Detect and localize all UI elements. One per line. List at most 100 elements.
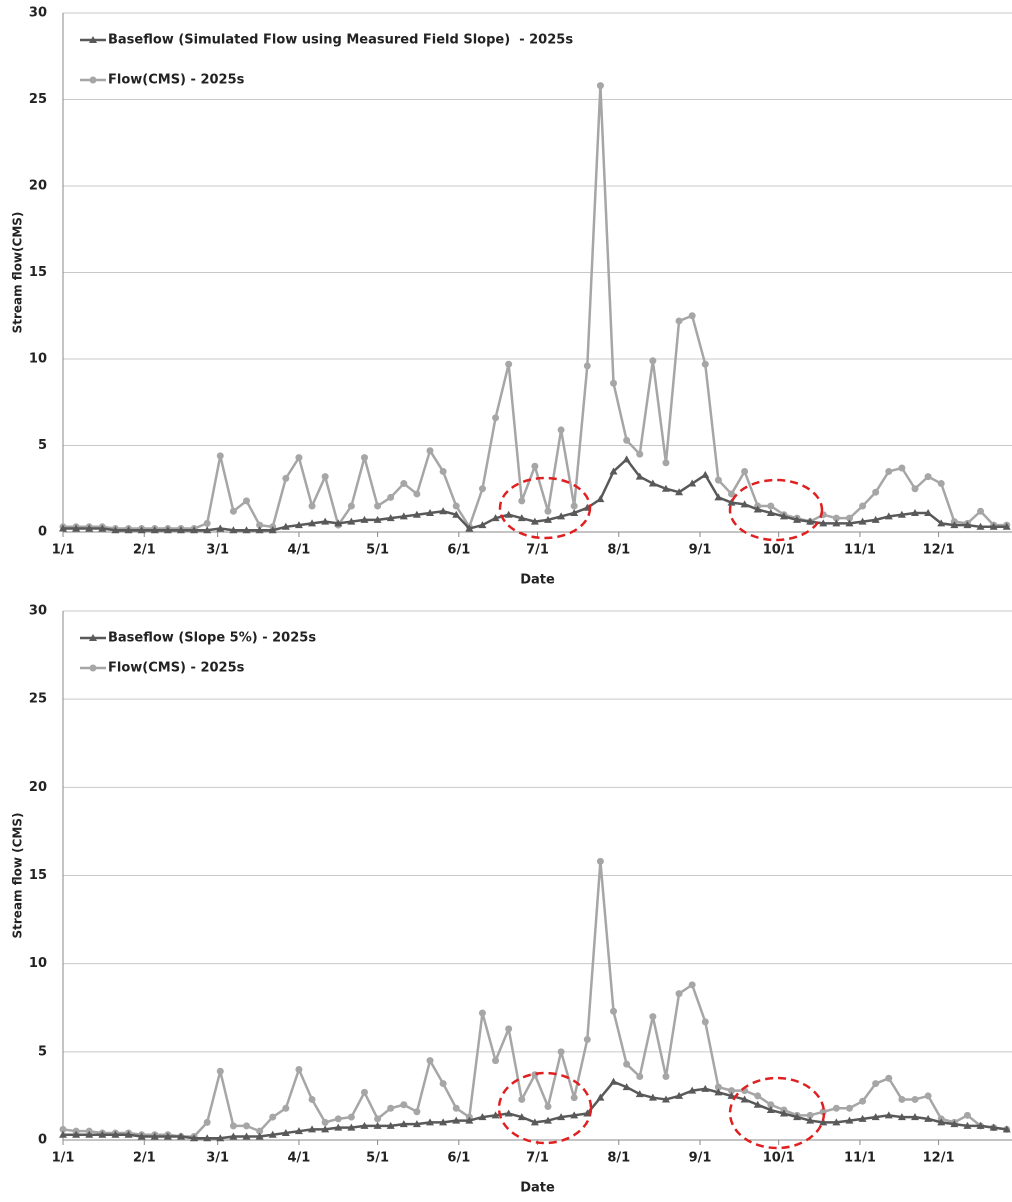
triangle-marker <box>360 515 369 523</box>
triangle-marker <box>268 526 277 534</box>
x-tick-label: 1/1 <box>52 543 75 558</box>
triangle-marker <box>766 508 775 516</box>
triangle-marker <box>268 1130 277 1138</box>
triangle-marker <box>963 521 972 529</box>
triangle-marker <box>609 467 618 475</box>
triangle-marker <box>950 1120 959 1128</box>
triangle-marker <box>98 1130 107 1138</box>
triangle-marker <box>530 517 539 525</box>
triangle-marker <box>216 1134 225 1142</box>
triangle-marker <box>465 524 474 532</box>
circle-marker <box>623 436 631 444</box>
triangle-marker <box>950 521 959 529</box>
x-tick-label: 3/1 <box>206 1151 229 1166</box>
circle-marker <box>59 1125 67 1133</box>
circle-marker <box>885 467 893 475</box>
circle-marker <box>360 1088 368 1096</box>
circle-marker <box>832 1104 840 1112</box>
triangle-marker <box>845 1116 854 1124</box>
circle-marker <box>557 426 565 434</box>
circle-marker <box>400 480 408 488</box>
x-tick-label: 7/1 <box>526 543 549 558</box>
triangle-marker <box>793 1113 802 1121</box>
circle-marker <box>898 464 906 472</box>
circle-marker <box>203 1118 211 1126</box>
circle-marker <box>583 362 591 370</box>
triangle-marker <box>596 1093 605 1101</box>
circle-marker <box>505 360 513 368</box>
x-tick-label: 7/1 <box>526 1151 549 1166</box>
triangle-marker <box>989 1123 998 1131</box>
x-tick-label: 9/1 <box>689 543 712 558</box>
legend-marker <box>89 76 97 84</box>
triangle-marker <box>124 526 133 534</box>
circle-marker <box>924 473 932 481</box>
y-tick-label: 15 <box>29 265 47 280</box>
triangle-marker <box>740 1095 749 1103</box>
circle-marker <box>308 1095 316 1103</box>
plot: 0 5 10 15 20 25 30 1/1 2/1 3/1 4/1 5/1 6/1 7/1 8/1 9/1 1… <box>11 6 1012 588</box>
circle-marker <box>727 1087 735 1095</box>
circle-marker <box>610 1007 618 1015</box>
triangle-marker <box>229 526 238 534</box>
triangle-marker <box>557 1113 566 1121</box>
triangle-marker <box>190 1134 199 1142</box>
triangle-marker <box>347 517 356 525</box>
circle-marker <box>767 1101 775 1109</box>
triangle-marker <box>924 508 933 516</box>
triangle-marker <box>111 1130 120 1138</box>
triangle-marker <box>176 526 185 534</box>
circle-marker <box>334 1115 342 1123</box>
circle-marker <box>544 1102 552 1110</box>
y-axis-label: Stream flow(CMS) <box>11 212 25 334</box>
x-tick-label: 10/1 <box>763 1151 795 1166</box>
triangle-marker <box>426 508 435 516</box>
triangle-marker <box>216 524 225 532</box>
circle-marker <box>360 454 368 462</box>
triangle-marker <box>294 1127 303 1135</box>
triangle-marker <box>832 519 841 527</box>
triangle-marker <box>255 1132 264 1140</box>
legend-label: Flow(CMS) - 2025s <box>108 73 245 88</box>
triangle-marker <box>688 479 697 487</box>
circle-marker <box>557 1048 565 1056</box>
legend-marker <box>89 664 97 672</box>
circle-marker <box>596 857 604 865</box>
legend-marker <box>89 634 97 641</box>
legend-label: Baseflow (Simulated Flow using Measured … <box>108 33 573 48</box>
circle-marker <box>701 1018 709 1026</box>
triangle-marker <box>832 1118 841 1126</box>
circle-marker <box>243 1122 251 1130</box>
triangle-marker <box>517 514 526 522</box>
triangle-marker <box>334 519 343 527</box>
triangle-marker <box>911 1113 920 1121</box>
triangle-marker <box>478 1113 487 1121</box>
triangle-marker <box>779 512 788 520</box>
triangle-marker <box>439 1118 448 1126</box>
triangle-marker <box>203 1134 212 1142</box>
legend-label: Flow(CMS) - 2025s <box>108 661 245 676</box>
triangle-marker <box>976 1121 985 1129</box>
triangle-marker <box>701 1084 710 1092</box>
triangle-marker <box>661 1095 670 1103</box>
highlight-ellipse <box>728 1076 826 1150</box>
y-tick-label: 25 <box>29 92 47 107</box>
triangle-marker <box>924 1114 933 1122</box>
x-tick-label: 8/1 <box>607 543 630 558</box>
triangle-marker <box>517 1113 526 1121</box>
y-tick-label: 5 <box>38 1044 47 1059</box>
triangle-marker <box>373 515 382 523</box>
circle-marker <box>282 474 290 482</box>
circle-marker <box>701 360 709 368</box>
circle-marker <box>714 1083 722 1091</box>
circle-marker <box>806 1111 814 1119</box>
triangle-marker <box>452 510 461 518</box>
triangle-marker <box>321 1125 330 1133</box>
legend-marker <box>89 36 97 43</box>
circle-marker <box>229 1122 237 1130</box>
circle-marker <box>845 1104 853 1112</box>
circle-marker <box>688 312 696 320</box>
triangle-marker <box>98 524 107 532</box>
circle-marker <box>452 502 460 510</box>
circle-marker <box>216 452 224 460</box>
